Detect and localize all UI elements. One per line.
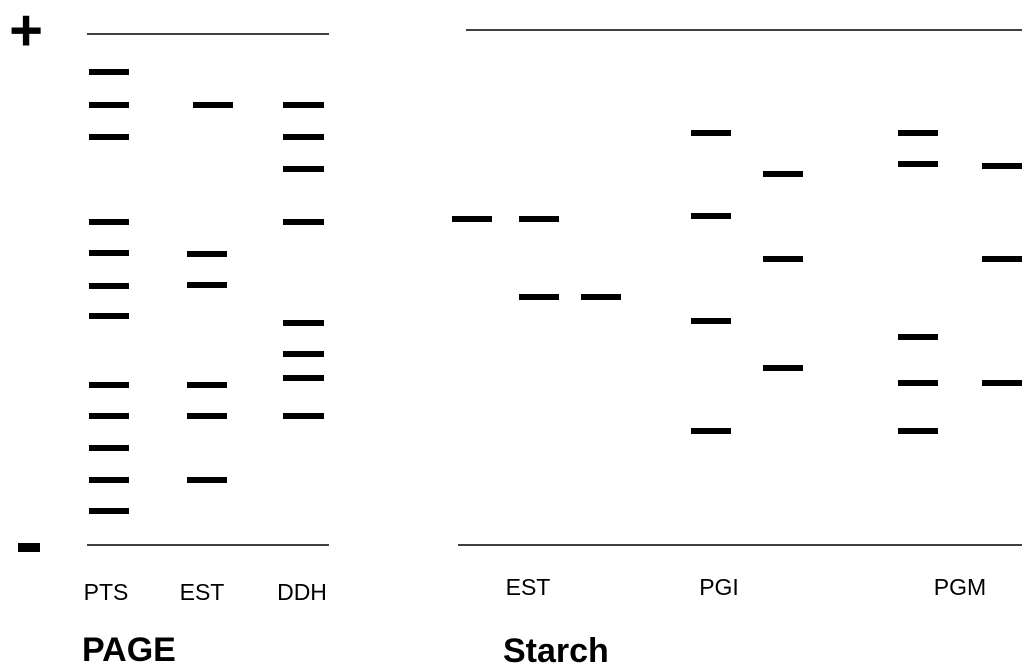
band — [283, 219, 324, 225]
lane-label-pts: PTS — [84, 579, 129, 605]
band — [89, 313, 129, 319]
band — [283, 166, 324, 172]
band — [89, 69, 129, 75]
band — [763, 171, 803, 177]
band — [89, 134, 129, 140]
starch-est-bands — [452, 216, 621, 300]
cathode-minus-sign — [18, 543, 40, 552]
group-label-est: EST — [506, 574, 551, 600]
band — [898, 428, 938, 434]
band — [898, 130, 938, 136]
band — [283, 134, 324, 140]
band — [187, 282, 227, 288]
band — [283, 375, 324, 381]
band — [982, 380, 1022, 386]
band — [691, 213, 731, 219]
band — [89, 250, 129, 256]
group-label-pgm: PGM — [934, 574, 986, 600]
band — [283, 320, 324, 326]
band — [89, 283, 129, 289]
band — [283, 102, 324, 108]
band — [187, 413, 227, 419]
band — [89, 382, 129, 388]
band — [89, 508, 129, 514]
band — [283, 351, 324, 357]
band — [691, 318, 731, 324]
band — [187, 382, 227, 388]
band — [519, 216, 559, 222]
band — [519, 294, 559, 300]
anode-plus-sign: + — [9, 0, 43, 63]
band — [89, 445, 129, 451]
lane-est-bands — [187, 102, 233, 483]
band — [89, 477, 129, 483]
starch-pgm-bands — [898, 130, 1022, 434]
band — [982, 256, 1022, 262]
lane-label-est: EST — [180, 579, 225, 605]
page-panel: PTS EST DDH PAGE — [82, 33, 329, 668]
band — [898, 334, 938, 340]
lane-pts-bands — [89, 69, 129, 514]
band — [982, 163, 1022, 169]
starch-panel: EST PGI PGM Starch — [452, 29, 1022, 668]
band — [89, 413, 129, 419]
band — [581, 294, 621, 300]
starch-pgi-bands — [691, 130, 803, 434]
lane-label-ddh: DDH — [277, 579, 327, 605]
band — [89, 102, 129, 108]
band — [898, 380, 938, 386]
band — [89, 219, 129, 225]
band — [193, 102, 233, 108]
band — [763, 256, 803, 262]
panel-title-page: PAGE — [82, 631, 176, 668]
band — [691, 130, 731, 136]
group-label-pgi: PGI — [699, 574, 739, 600]
band — [691, 428, 731, 434]
band — [898, 161, 938, 167]
band — [452, 216, 492, 222]
band — [763, 365, 803, 371]
band — [187, 251, 227, 257]
panel-title-starch: Starch — [503, 632, 609, 668]
band — [283, 413, 324, 419]
lane-ddh-bands — [283, 102, 324, 419]
band — [187, 477, 227, 483]
